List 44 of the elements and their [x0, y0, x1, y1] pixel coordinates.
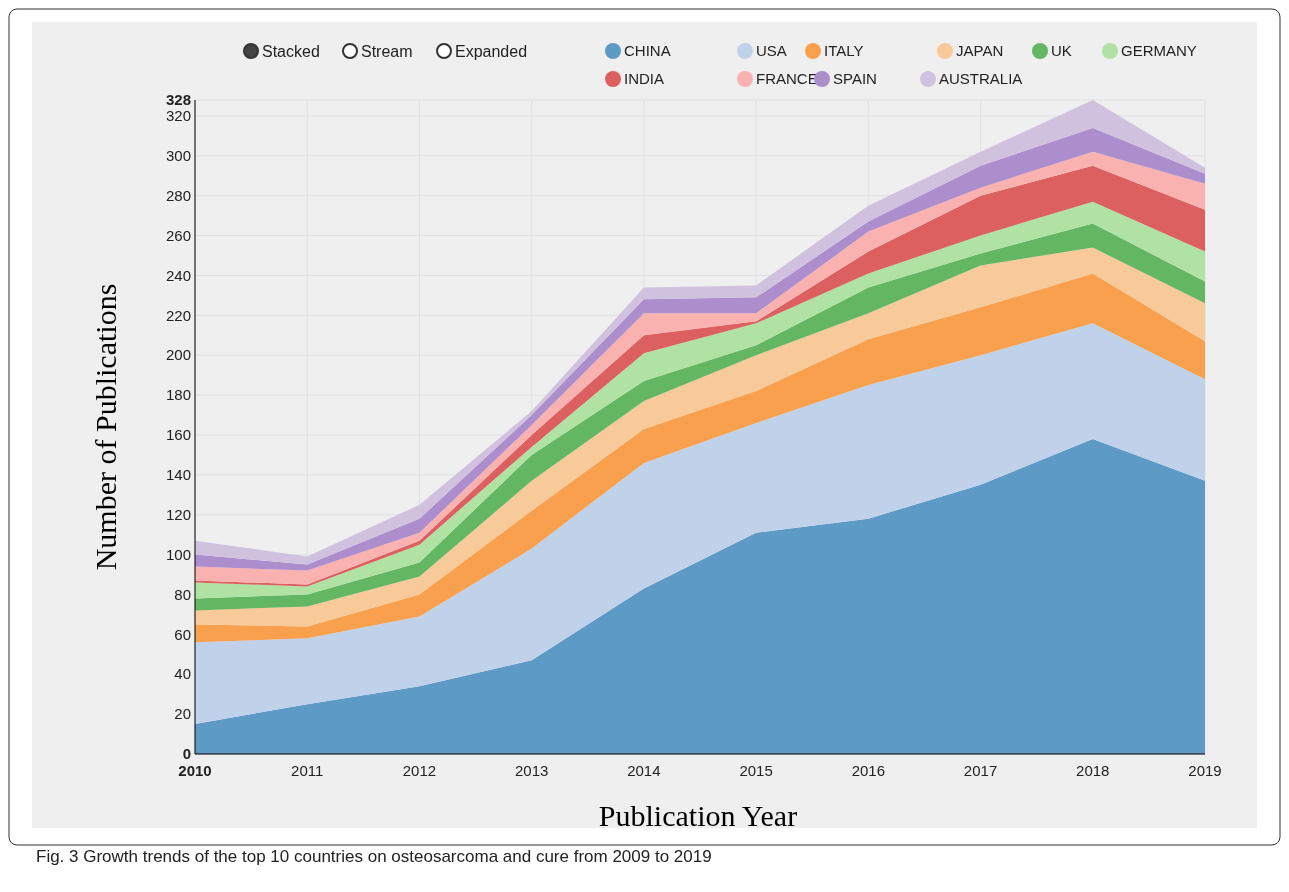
x-tick-label: 2012: [402, 762, 437, 779]
x-tick-label: 2010: [178, 762, 212, 779]
x-tick-label: 2014: [627, 762, 661, 779]
legend-label: FRANCE: [756, 70, 818, 88]
y-tick-label: 180: [165, 386, 191, 404]
x-tick-label: 2018: [1076, 762, 1110, 779]
y-tick-label: 120: [165, 505, 191, 523]
legend-label: INDIA: [624, 70, 665, 88]
x-tick-label: 2011: [291, 762, 324, 779]
y-tick-label: 20: [174, 705, 191, 723]
y-tick-label: 300: [165, 147, 191, 165]
legend-label: JAPAN: [956, 42, 1004, 60]
legend-label: AUSTRALIA: [939, 70, 1023, 88]
x-tick-label: 2015: [739, 762, 773, 779]
y-tick-label: 260: [165, 226, 191, 244]
radio-button: Expanded: [436, 42, 528, 60]
x-tick-label: 2016: [851, 762, 886, 779]
x-axis-title: Publication Year: [598, 799, 798, 832]
y-tick-label: 240: [165, 266, 191, 284]
y-tick-label: 328: [165, 91, 191, 109]
y-tick-label: 60: [174, 625, 191, 643]
y-tick-label: 320: [165, 107, 191, 125]
legend-label: USA: [756, 42, 787, 60]
y-tick-label: 80: [174, 585, 191, 603]
legend-label: ITALY: [824, 42, 864, 60]
y-axis-title: Number of Publications: [89, 283, 122, 571]
x-tick-label: 2017: [963, 762, 998, 779]
y-tick-label: 140: [165, 466, 191, 484]
y-tick-label: 220: [165, 306, 191, 324]
y-tick-label: 100: [165, 545, 191, 563]
x-tick-label: 2019: [1188, 762, 1222, 779]
radio-button: Stream: [342, 42, 413, 60]
y-tick-label: 0: [182, 745, 191, 763]
y-tick-label: 160: [165, 426, 191, 444]
y-tick-label: 40: [174, 665, 191, 683]
legend-label: GERMANY: [1121, 42, 1197, 60]
y-tick-label: 280: [165, 186, 191, 204]
legend-label: CHINA: [624, 42, 671, 60]
radio-button-selected: Stacked: [243, 42, 320, 60]
x-tick-label: 2013: [514, 762, 549, 779]
caption: Fig. 3 Growth trends of the top 10 countries on osteosarcoma and cure from 2009 to 2019: [36, 847, 712, 866]
legend-label: UK: [1051, 42, 1072, 60]
y-tick-label: 200: [165, 346, 191, 364]
legend-label: SPAIN: [833, 70, 877, 88]
